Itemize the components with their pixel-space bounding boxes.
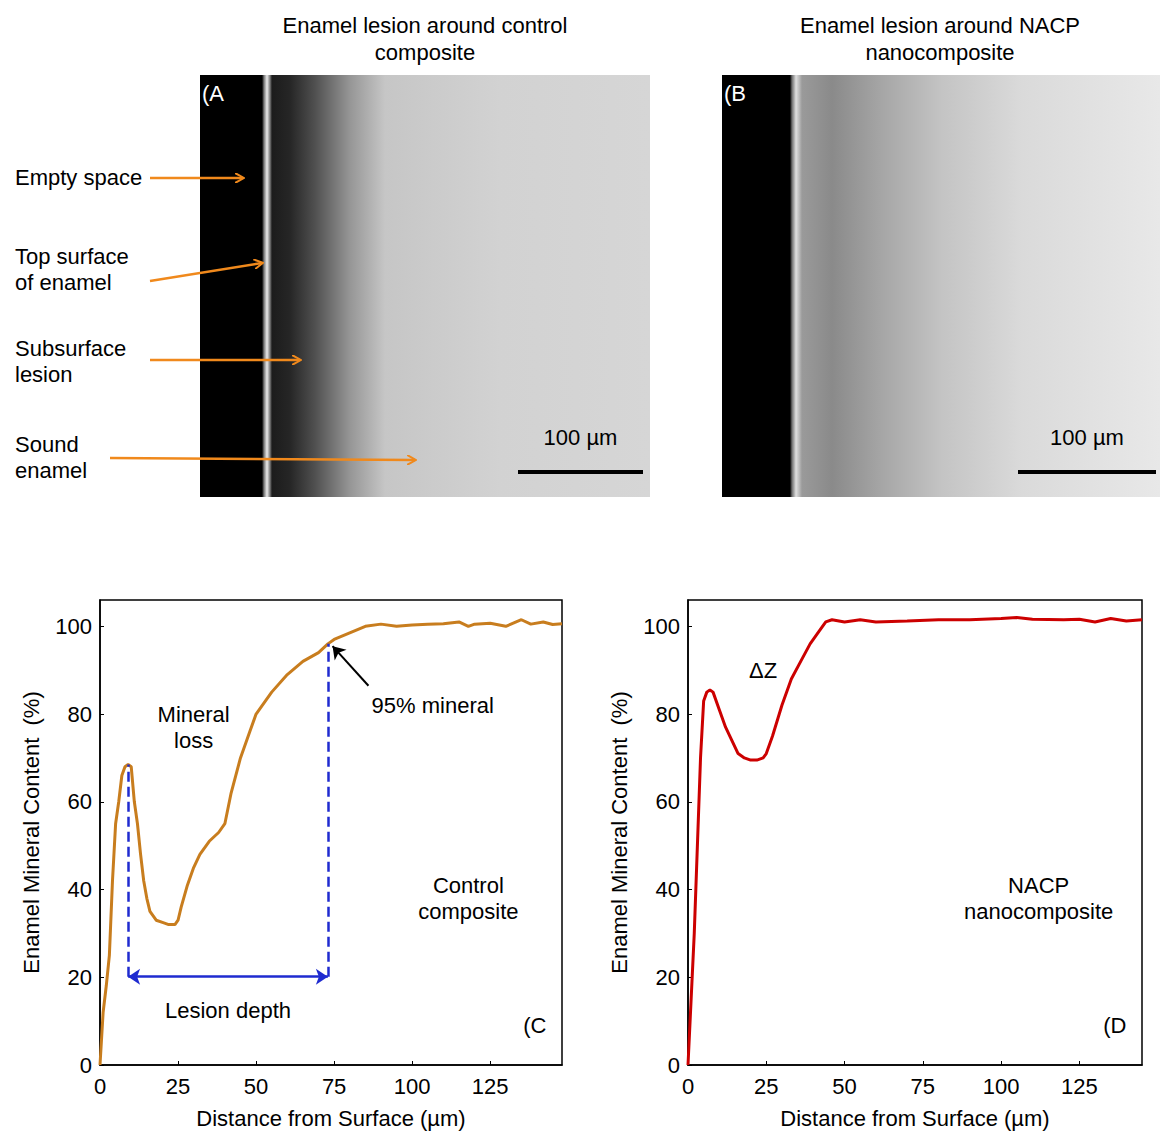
svg-text:60: 60 bbox=[68, 789, 92, 814]
html-text:of enamel: of enamel bbox=[15, 270, 112, 295]
html-text:100 µm: 100 µm bbox=[1050, 425, 1124, 450]
html-text:Subsurface: Subsurface bbox=[15, 336, 127, 361]
html-text:lesion: lesion bbox=[15, 362, 73, 387]
svg-text:50: 50 bbox=[832, 1074, 856, 1099]
svg-text:50: 50 bbox=[244, 1074, 268, 1099]
svg-text:40: 40 bbox=[656, 877, 680, 902]
svg-text:Lesion depth: Lesion depth bbox=[165, 998, 291, 1023]
svg-text:20: 20 bbox=[68, 965, 92, 990]
svg-text:125: 125 bbox=[472, 1074, 509, 1099]
svg-text:0: 0 bbox=[80, 1053, 92, 1078]
svg-text:40: 40 bbox=[68, 877, 92, 902]
svg-text:Distance from Surface (µm): Distance from Surface (µm) bbox=[196, 1106, 465, 1131]
svg-text:NACP: NACP bbox=[1008, 873, 1069, 898]
html-text:(A: (A bbox=[202, 81, 224, 106]
html-text:Top surface: Top surface bbox=[15, 244, 129, 269]
html-text:enamel: enamel bbox=[15, 458, 88, 483]
svg-text:ΔZ: ΔZ bbox=[749, 658, 777, 683]
svg-text:Mineral: Mineral bbox=[158, 702, 230, 727]
svg-text:80: 80 bbox=[68, 702, 92, 727]
html-text:Sound: Sound bbox=[15, 432, 79, 457]
svg-text:100: 100 bbox=[983, 1074, 1020, 1099]
svg-text:25: 25 bbox=[754, 1074, 778, 1099]
svg-text:(C: (C bbox=[523, 1013, 546, 1038]
html-text:100 µm: 100 µm bbox=[543, 425, 618, 450]
svg-text:100: 100 bbox=[394, 1074, 431, 1099]
svg-text:25: 25 bbox=[166, 1074, 190, 1099]
html-text:(B: (B bbox=[724, 81, 746, 106]
svg-text:125: 125 bbox=[1061, 1074, 1098, 1099]
svg-text:60: 60 bbox=[656, 789, 680, 814]
svg-text:Enamel Mineral Content (%): Enamel Mineral Content (%) bbox=[607, 691, 632, 973]
svg-text:0: 0 bbox=[682, 1074, 694, 1099]
svg-text:20: 20 bbox=[656, 965, 680, 990]
svg-text:75: 75 bbox=[322, 1074, 346, 1099]
svg-text:100: 100 bbox=[643, 614, 680, 639]
svg-text:(D: (D bbox=[1103, 1013, 1126, 1038]
svg-text:0: 0 bbox=[668, 1053, 680, 1078]
svg-text:Enamel Mineral Content (%): Enamel Mineral Content (%) bbox=[19, 691, 44, 973]
html-text:Enamel lesion around control c: Enamel lesion around control composite bbox=[282, 13, 568, 65]
html-text:Enamel lesion around NACP nano: Enamel lesion around NACP nanocomposite bbox=[800, 13, 1080, 65]
svg-text:75: 75 bbox=[911, 1074, 935, 1099]
svg-text:Control: Control bbox=[433, 873, 504, 898]
svg-text:80: 80 bbox=[656, 702, 680, 727]
svg-text:nanocomposite: nanocomposite bbox=[964, 899, 1113, 924]
svg-text:Distance from Surface (µm): Distance from Surface (µm) bbox=[780, 1106, 1049, 1131]
html-text:Empty space: Empty space bbox=[15, 165, 143, 190]
svg-text:95% mineral: 95% mineral bbox=[372, 693, 494, 718]
svg-text:loss: loss bbox=[174, 728, 213, 753]
svg-text:100: 100 bbox=[55, 614, 92, 639]
svg-text:0: 0 bbox=[94, 1074, 106, 1099]
svg-text:composite: composite bbox=[418, 899, 518, 924]
